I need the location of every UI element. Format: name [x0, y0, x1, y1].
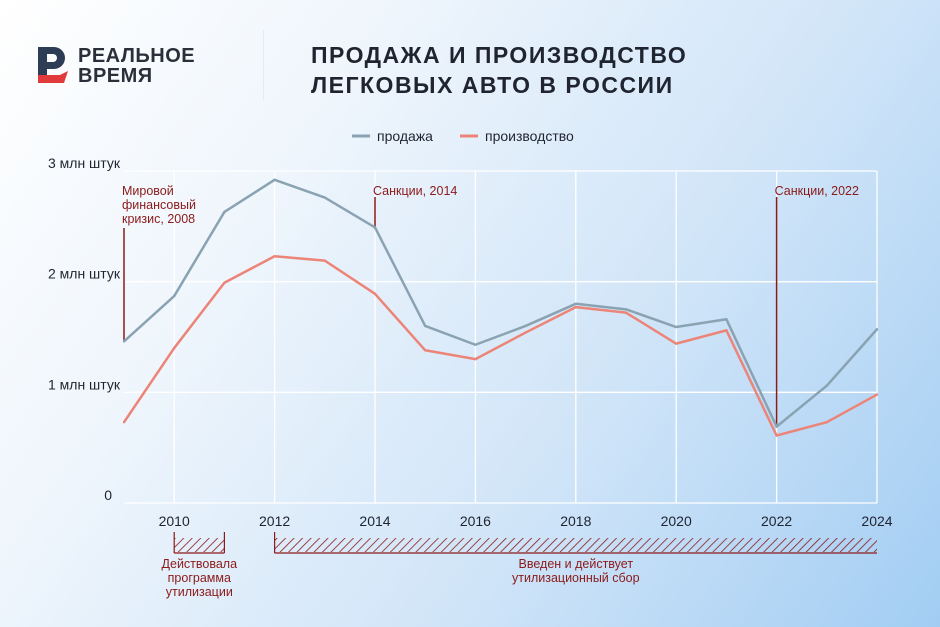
data-point [373, 292, 377, 296]
data-point [273, 255, 276, 258]
x-tick-label: 2012 [259, 513, 290, 529]
data-point [273, 178, 276, 182]
data-point [373, 226, 377, 229]
logo-line2: ВРЕМЯ [78, 65, 153, 87]
annotation-text: Мировой [122, 184, 174, 198]
period-label: утилизации [166, 585, 233, 599]
title-line1: ПРОДАЖА И ПРОИЗВОДСТВО [311, 42, 688, 68]
data-point [875, 328, 879, 331]
annotation-text: Санкции, 2022 [775, 184, 859, 198]
data-point [474, 357, 477, 361]
series-line-production [122, 254, 878, 437]
data-point [474, 343, 477, 346]
data-point [675, 342, 678, 345]
period-label: Введен и действует [519, 557, 634, 571]
data-point [424, 349, 427, 352]
data-point [825, 421, 828, 424]
period-hatch [174, 538, 225, 552]
y-tick-label: 3 млн штук [48, 155, 121, 171]
data-point [574, 302, 577, 305]
y-tick-label: 0 [104, 487, 112, 503]
x-tick-label: 2016 [460, 513, 491, 529]
legend-label-sales: продажа [377, 128, 433, 144]
data-point [825, 384, 828, 387]
annotation-text: кризис, 2008 [122, 212, 195, 226]
legend-label-production: производство [485, 128, 574, 144]
period-hatch [274, 538, 878, 552]
data-point [173, 346, 176, 350]
x-tick-label: 2018 [560, 513, 591, 529]
annotation-text: Санкции, 2014 [373, 184, 457, 198]
divider [263, 30, 264, 100]
data-point [223, 210, 226, 214]
x-tick-label: 2010 [159, 513, 190, 529]
data-point [223, 281, 226, 284]
data-point [574, 305, 577, 309]
y-tick-label: 1 млн штук [48, 376, 121, 392]
period-label: программа [168, 571, 231, 585]
period-label: Действовала [162, 557, 238, 571]
x-tick-label: 2014 [359, 513, 390, 529]
data-point [524, 331, 527, 334]
data-point [323, 259, 326, 262]
data-point [725, 329, 728, 332]
data-point [173, 294, 176, 298]
y-tick-label: 2 млн штук [48, 266, 121, 282]
data-point [424, 324, 427, 328]
data-point [524, 324, 527, 328]
data-point [775, 425, 778, 428]
logo: РЕАЛЬНОЕ ВРЕМЯ [38, 46, 195, 86]
page-title: ПРОДАЖА И ПРОИЗВОДСТВО ЛЕГКОВЫХ АВТО В Р… [311, 40, 687, 100]
data-point [122, 340, 126, 343]
x-tick-label: 2024 [861, 513, 892, 529]
data-point [725, 318, 728, 321]
series-line-sales [123, 178, 878, 428]
logo-line1: РЕАЛЬНОЕ [78, 45, 196, 67]
data-point [775, 434, 778, 437]
data-point [875, 393, 879, 396]
data-point [675, 325, 678, 329]
data-point [624, 308, 628, 311]
period-label: утилизационный сбор [512, 571, 640, 585]
data-point [122, 421, 126, 424]
title-line2: ЛЕГКОВЫХ АВТО В РОССИИ [311, 72, 674, 98]
x-tick-label: 2022 [761, 513, 792, 529]
data-point [323, 196, 326, 199]
annotation-text: финансовый [122, 198, 196, 212]
data-point [624, 311, 628, 314]
logo-mark-icon [38, 47, 68, 83]
x-tick-label: 2020 [661, 513, 692, 529]
